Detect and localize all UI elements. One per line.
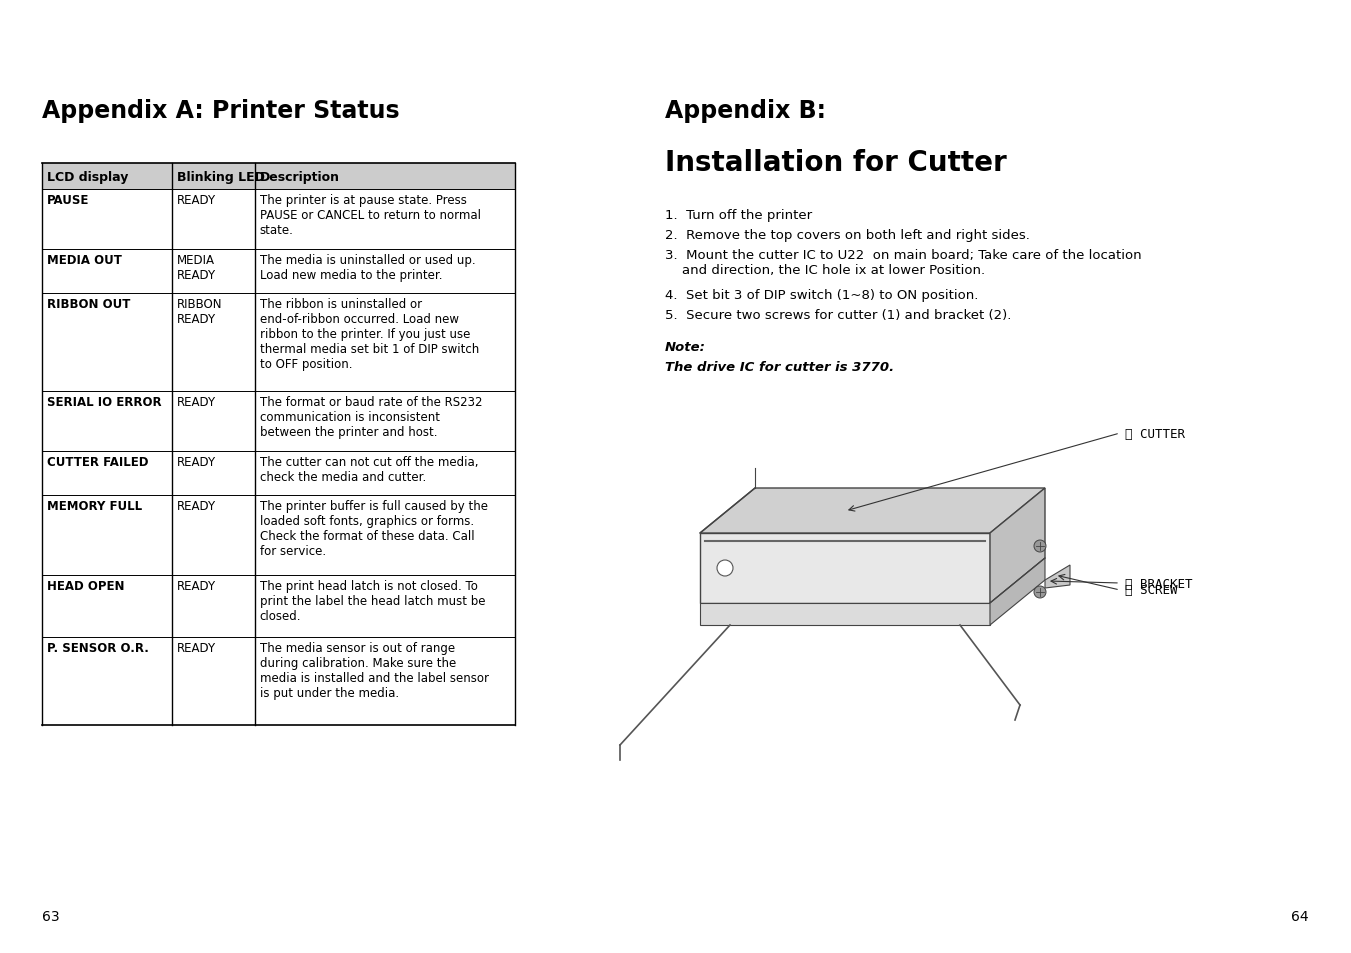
Text: Blinking LED: Blinking LED [177, 171, 265, 183]
Text: ③ SCREW: ③ SCREW [1125, 584, 1178, 597]
Text: ① CUTTER: ① CUTTER [1125, 427, 1185, 440]
Polygon shape [990, 489, 1046, 603]
Text: READY: READY [177, 641, 216, 655]
Polygon shape [700, 489, 1046, 534]
Polygon shape [1046, 565, 1070, 588]
Text: READY: READY [177, 193, 216, 207]
Text: HEAD OPEN: HEAD OPEN [47, 579, 124, 593]
Text: The cutter can not cut off the media,
check the media and cutter.: The cutter can not cut off the media, ch… [259, 456, 478, 483]
Text: P. SENSOR O.R.: P. SENSOR O.R. [47, 641, 149, 655]
Text: READY: READY [177, 579, 216, 593]
Text: Installation for Cutter: Installation for Cutter [665, 149, 1006, 177]
Polygon shape [700, 603, 990, 625]
Text: READY: READY [177, 395, 216, 409]
Polygon shape [700, 534, 990, 603]
Text: RIBBON OUT: RIBBON OUT [47, 297, 131, 311]
Text: MEDIA
READY: MEDIA READY [177, 253, 216, 282]
Text: The media is uninstalled or used up.
Load new media to the printer.: The media is uninstalled or used up. Loa… [259, 253, 476, 282]
Text: READY: READY [177, 456, 216, 469]
Text: Appendix B:: Appendix B: [665, 99, 825, 123]
Text: Appendix A: Printer Status: Appendix A: Printer Status [42, 99, 400, 123]
Circle shape [1034, 540, 1046, 553]
Text: PAUSE: PAUSE [47, 193, 89, 207]
Text: 63: 63 [42, 909, 59, 923]
Text: MEMORY FULL: MEMORY FULL [47, 499, 142, 513]
Text: RIBBON
READY: RIBBON READY [177, 297, 223, 326]
Text: SERIAL IO ERROR: SERIAL IO ERROR [47, 395, 162, 409]
Text: The ribbon is uninstalled or
end-of-ribbon occurred. Load new
ribbon to the prin: The ribbon is uninstalled or end-of-ribb… [259, 297, 480, 371]
Text: MEDIA OUT: MEDIA OUT [47, 253, 122, 267]
Circle shape [717, 560, 734, 577]
Text: The print head latch is not closed. To
print the label the head latch must be
cl: The print head latch is not closed. To p… [259, 579, 485, 622]
Text: 4.  Set bit 3 of DIP switch (1~8) to ON position.: 4. Set bit 3 of DIP switch (1~8) to ON p… [665, 289, 978, 302]
Text: The printer buffer is full caused by the
loaded soft fonts, graphics or forms.
C: The printer buffer is full caused by the… [259, 499, 488, 558]
Text: READY: READY [177, 499, 216, 513]
Text: CUTTER FAILED: CUTTER FAILED [47, 456, 149, 469]
Text: The format or baud rate of the RS232
communication is inconsistent
between the p: The format or baud rate of the RS232 com… [259, 395, 482, 438]
Text: Description: Description [259, 171, 340, 183]
Polygon shape [990, 558, 1046, 625]
Text: 1.  Turn off the printer: 1. Turn off the printer [665, 209, 812, 222]
Text: LCD display: LCD display [47, 171, 128, 183]
Text: The drive IC for cutter is 3770.: The drive IC for cutter is 3770. [665, 360, 894, 374]
Text: 5.  Secure two screws for cutter (1) and bracket (2).: 5. Secure two screws for cutter (1) and … [665, 309, 1012, 322]
Text: The media sensor is out of range
during calibration. Make sure the
media is inst: The media sensor is out of range during … [259, 641, 489, 700]
Circle shape [1034, 586, 1046, 598]
Text: 64: 64 [1292, 909, 1309, 923]
Text: 3.  Mount the cutter IC to U22  on main board; Take care of the location
    and: 3. Mount the cutter IC to U22 on main bo… [665, 249, 1142, 276]
Bar [42, 164, 515, 190]
Text: 2.  Remove the top covers on both left and right sides.: 2. Remove the top covers on both left an… [665, 229, 1029, 242]
Text: ② BRACKET: ② BRACKET [1125, 577, 1193, 590]
Text: The printer is at pause state. Press
PAUSE or CANCEL to return to normal
state.: The printer is at pause state. Press PAU… [259, 193, 481, 236]
Text: Note:: Note: [665, 340, 705, 354]
